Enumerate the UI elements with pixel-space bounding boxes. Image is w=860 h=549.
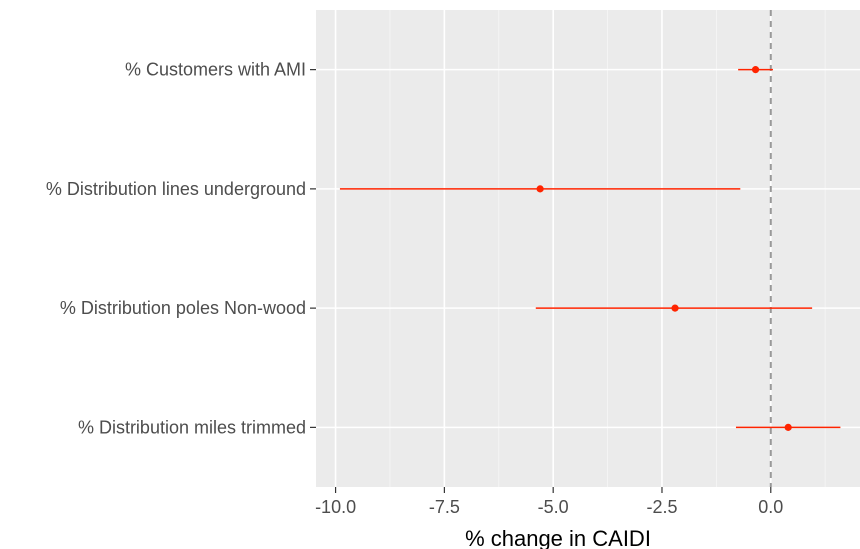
- x-axis-title: % change in CAIDI: [465, 526, 651, 549]
- x-tick-label: -2.5: [646, 497, 677, 517]
- x-axis: -10.0 -7.5 -5.0 -2.5 0.0: [315, 487, 783, 517]
- x-tick-label: 0.0: [758, 497, 783, 517]
- y-axis: % Customers with AMI % Distribution lines…: [46, 60, 316, 437]
- y-tick-label: % Distribution miles trimmed: [78, 417, 306, 437]
- y-tick-label: % Customers with AMI: [125, 60, 306, 80]
- x-tick-label: -5.0: [538, 497, 569, 517]
- x-tick-label: -7.5: [429, 497, 460, 517]
- y-tick-label: % Distribution lines underground: [46, 179, 306, 199]
- estimate-point: [536, 185, 544, 193]
- estimate-point: [671, 304, 679, 312]
- plot-panel: [316, 10, 860, 487]
- y-tick-label: % Distribution poles Non-wood: [60, 298, 306, 318]
- estimate-point: [784, 423, 792, 431]
- minor-gridlines: [389, 10, 826, 487]
- estimate-point: [751, 66, 760, 74]
- x-tick-label: -10.0: [315, 497, 356, 517]
- estimates-group: [339, 66, 841, 431]
